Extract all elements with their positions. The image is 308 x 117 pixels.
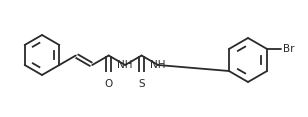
Text: Br: Br (283, 44, 295, 54)
Text: S: S (138, 79, 145, 89)
Text: NH: NH (117, 60, 133, 70)
Text: O: O (104, 79, 113, 89)
Text: NH: NH (150, 60, 166, 70)
